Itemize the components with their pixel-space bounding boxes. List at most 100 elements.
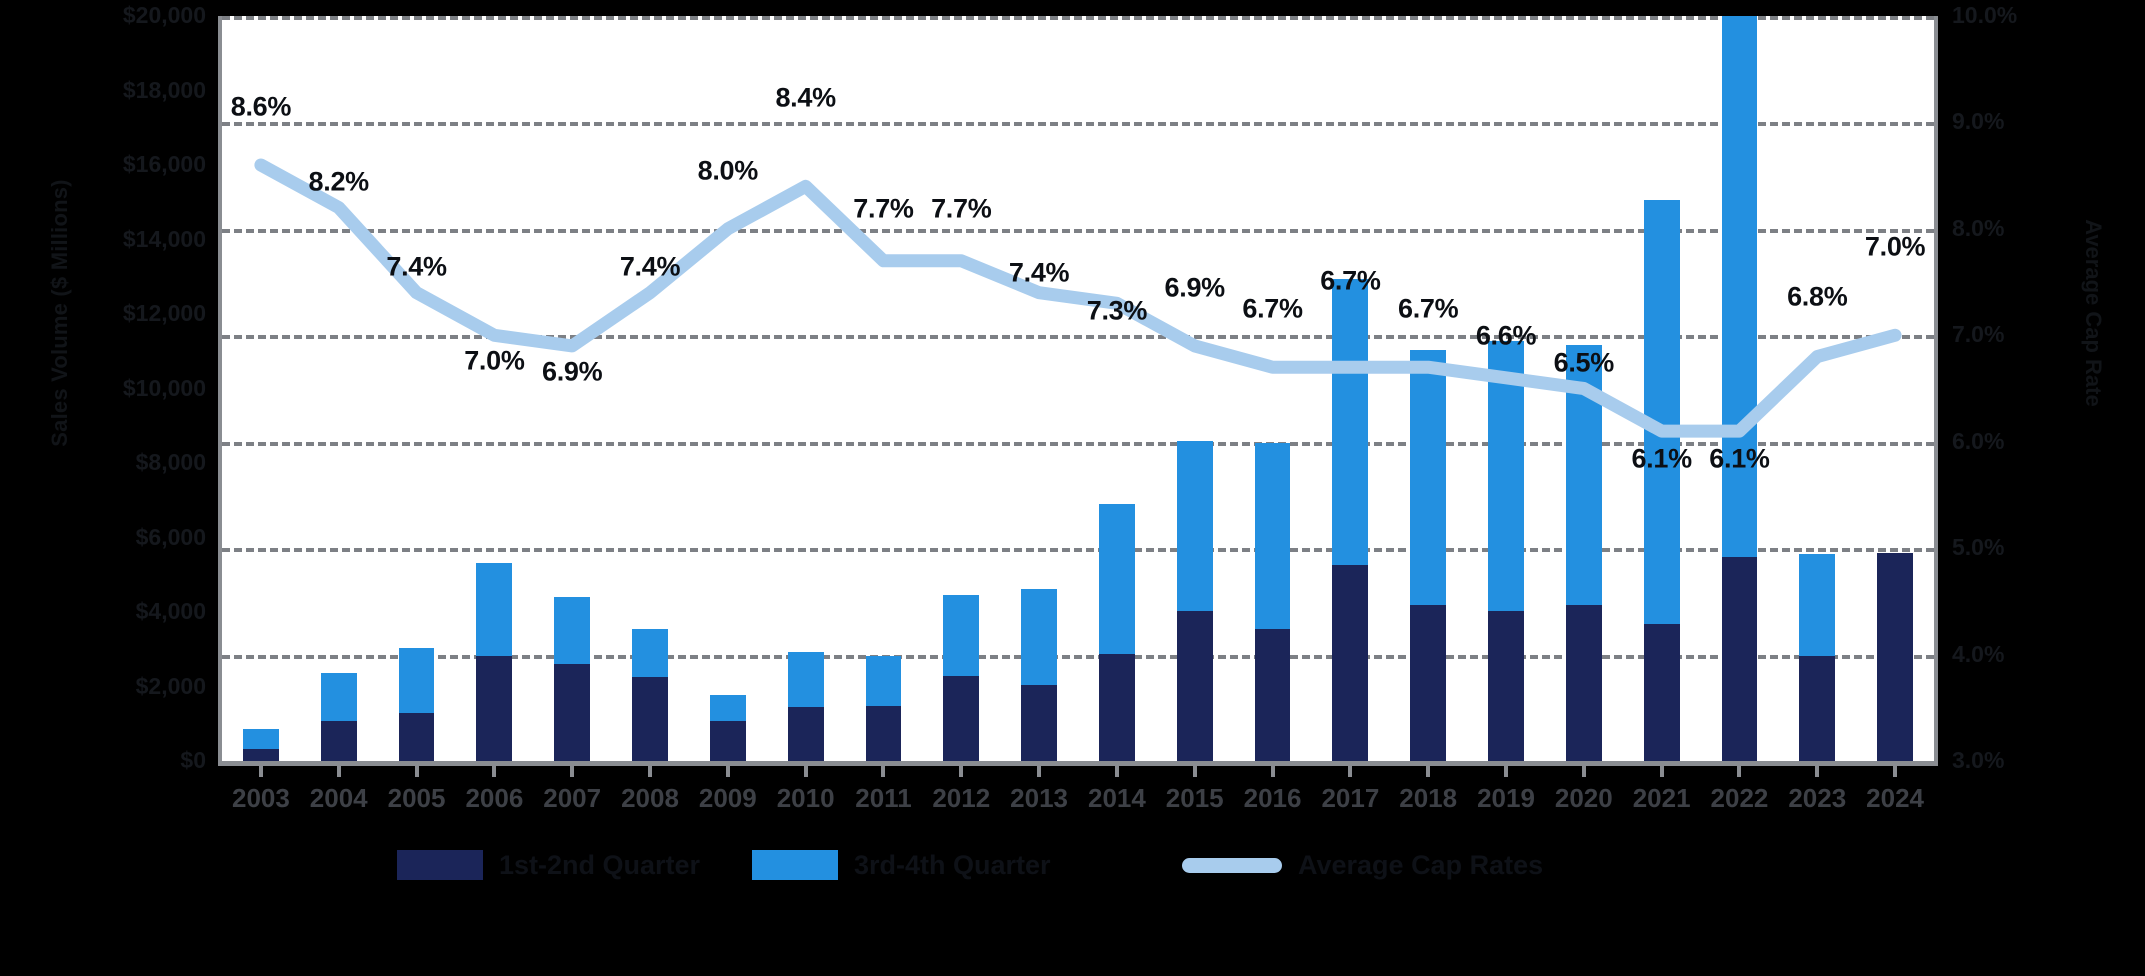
bar-segment-lower[interactable]	[1099, 654, 1135, 761]
bar-segment-lower[interactable]	[865, 706, 902, 761]
bar-segment-lower[interactable]	[1721, 557, 1758, 761]
bar-segment-lower[interactable]	[1176, 611, 1213, 761]
plot-area: 8.6% 8.2% 7.4% 7.0% 6.9% 7.4% 8.0% 8.4% 7.7% 7.7%…	[218, 16, 1938, 766]
bar-segment-lower[interactable]	[554, 664, 591, 761]
bar-segment-upper[interactable]	[1099, 503, 1135, 655]
y-axis-tick-label: $8,000	[135, 449, 206, 475]
bar-group[interactable]	[1565, 345, 1602, 761]
legend-bar-swatch	[397, 850, 483, 880]
data-point-label: 6.1%	[1709, 443, 1770, 474]
bar-segment-lower[interactable]	[1877, 553, 1913, 761]
bar-segment-lower[interactable]	[1410, 604, 1447, 761]
gridline	[222, 441, 1934, 446]
bar-segment-lower[interactable]	[1565, 605, 1602, 761]
bar-group[interactable]	[243, 729, 279, 761]
bar-segment-upper[interactable]	[554, 597, 591, 665]
legend-item[interactable]: 3rd-4th Quarter	[752, 845, 1051, 885]
data-point-label: 7.0%	[464, 345, 525, 376]
bar-segment-upper[interactable]	[709, 694, 746, 721]
bar-segment-upper[interactable]	[1176, 441, 1213, 612]
bar-segment-upper[interactable]	[632, 629, 668, 677]
bar-group[interactable]	[632, 629, 668, 761]
x-axis-tick-label: 2019	[1477, 783, 1535, 813]
bar-segment-lower[interactable]	[709, 720, 746, 761]
bar-segment-lower[interactable]	[943, 675, 980, 761]
legend-label: 1st-2nd Quarter	[499, 849, 701, 880]
data-point-label: 7.0%	[1864, 231, 1926, 262]
bar-segment-lower[interactable]	[476, 656, 513, 761]
bar-segment-upper[interactable]	[1643, 200, 1680, 624]
x-axis-tick-label: 2016	[1243, 783, 1302, 813]
bar-group[interactable]	[320, 672, 357, 761]
bar-segment-lower[interactable]	[1488, 610, 1524, 761]
bar-segment-lower[interactable]	[1021, 684, 1057, 761]
data-point-label: 6.7%	[1242, 293, 1303, 324]
bar-group[interactable]	[476, 563, 513, 761]
bar-group[interactable]	[1099, 503, 1135, 761]
legend-item[interactable]: Average Cap Rates	[1182, 845, 1543, 885]
bar-segment-upper[interactable]	[1254, 442, 1291, 629]
bar-group[interactable]	[554, 597, 591, 761]
bar-group[interactable]	[787, 652, 824, 761]
x-axis-tick-label: 2012	[932, 783, 991, 813]
x-axis: 2003 2004 2005 2006 2007 2008 2009 2010 2011 2012…	[222, 761, 1934, 821]
bar-segment-lower[interactable]	[1254, 628, 1291, 761]
bar-segment-upper[interactable]	[243, 729, 279, 749]
bar-segment-upper[interactable]	[1410, 349, 1447, 605]
bar-group[interactable]	[1721, 16, 1758, 761]
bar-segment-upper[interactable]	[943, 594, 980, 676]
bar-segment-lower[interactable]	[632, 676, 668, 761]
bar-segment-upper[interactable]	[1021, 589, 1057, 685]
bar-segment-lower[interactable]	[243, 748, 279, 761]
bar-segment-upper[interactable]	[1565, 345, 1602, 606]
x-axis-tick-mark	[1426, 761, 1431, 777]
chart-legend: 1st-2nd Quarter 3rd-4th Quarter Average Ca…	[222, 845, 1934, 893]
bar-group[interactable]	[1643, 200, 1680, 761]
x-axis-tick-mark	[414, 761, 419, 777]
bar-segment-upper[interactable]	[1799, 554, 1836, 656]
bar-segment-lower[interactable]	[787, 707, 824, 761]
bar-segment-upper[interactable]	[476, 563, 513, 657]
data-point-label: 6.7%	[1398, 293, 1459, 324]
bar-group[interactable]	[943, 594, 980, 761]
data-point-label: 7.7%	[931, 193, 992, 224]
bar-segment-upper[interactable]	[865, 655, 902, 707]
bar-segment-lower[interactable]	[1643, 623, 1680, 761]
bar-group[interactable]	[1176, 441, 1213, 761]
x-axis-tick-mark	[648, 761, 652, 777]
bar-segment-upper[interactable]	[320, 672, 357, 722]
secondary-y-axis-spine	[1934, 16, 1938, 761]
bar-segment-lower[interactable]	[1799, 655, 1836, 761]
bar-segment-upper[interactable]	[1332, 279, 1369, 566]
y-axis-ticks: $20,000 $18,000 $16,000 $14,000 $12,000 $10,0…	[0, 0, 222, 976]
x-axis-tick-mark	[1114, 761, 1119, 777]
bar-group[interactable]	[398, 648, 435, 761]
x-axis-tick-label: 2024	[1866, 783, 1924, 813]
bar-group[interactable]	[1332, 279, 1369, 761]
plot-clip	[222, 16, 1934, 761]
x-axis-tick-label: 2017	[1321, 783, 1380, 813]
data-point-label: 6.1%	[1631, 443, 1692, 474]
bar-segment-upper[interactable]	[398, 648, 435, 714]
bar-group[interactable]	[1021, 589, 1057, 761]
bar-segment-lower[interactable]	[1332, 565, 1369, 761]
y-axis-tick-label: $10,000	[122, 374, 206, 401]
bar-group[interactable]	[1410, 349, 1447, 761]
legend-item[interactable]: 1st-2nd Quarter	[397, 845, 700, 885]
bar-group[interactable]	[1488, 340, 1524, 761]
x-axis-tick-label: 2018	[1399, 783, 1458, 813]
bar-group[interactable]	[1877, 553, 1913, 761]
x-axis-tick-label: 2005	[387, 783, 446, 813]
bar-group[interactable]	[1799, 554, 1836, 761]
data-point-label: 6.6%	[1475, 320, 1537, 351]
secondary-y-axis-tick-label: 5.0%	[1952, 534, 2005, 561]
bar-group[interactable]	[1254, 442, 1291, 761]
bar-group[interactable]	[709, 694, 746, 761]
bar-segment-upper[interactable]	[1488, 340, 1524, 611]
bar-segment-lower[interactable]	[320, 721, 357, 761]
bar-segment-lower[interactable]	[398, 713, 435, 761]
bar-segment-upper[interactable]	[1721, 16, 1758, 558]
bar-group[interactable]	[865, 655, 902, 761]
bar-segment-upper[interactable]	[787, 652, 824, 707]
secondary-y-axis-tick-label: 3.0%	[1952, 747, 2005, 773]
